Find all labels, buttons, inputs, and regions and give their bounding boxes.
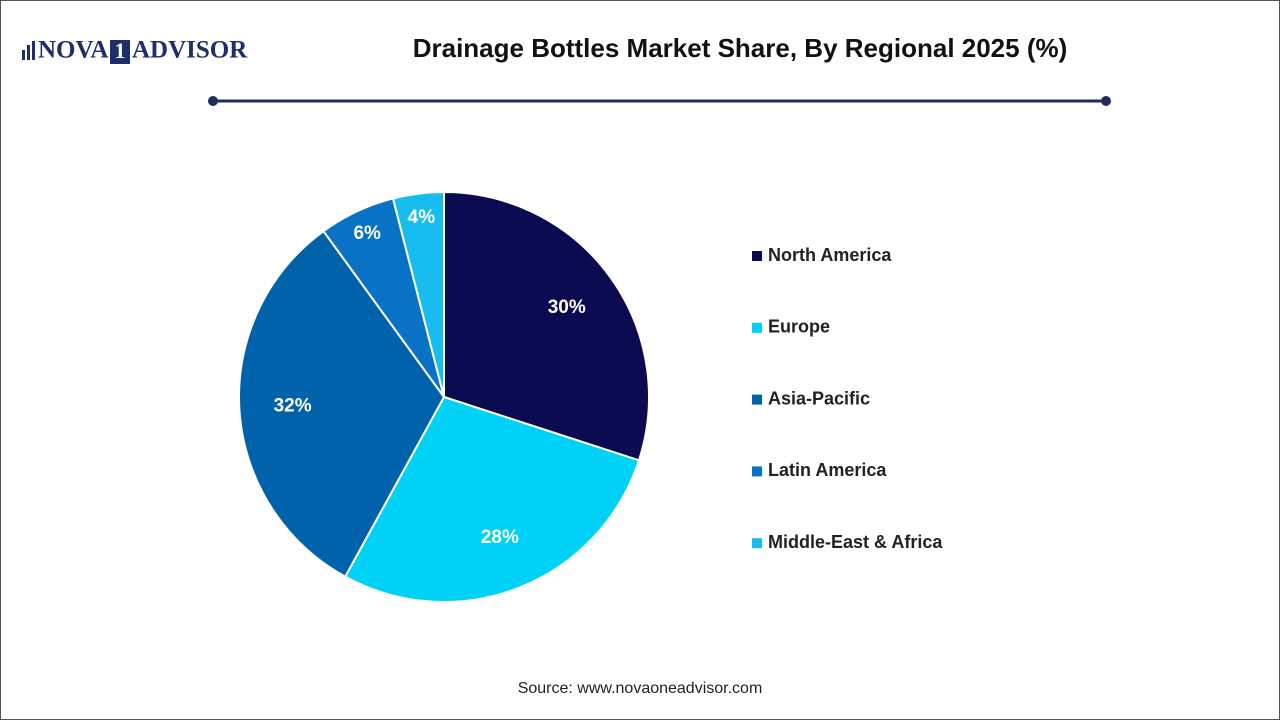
title-rule-dot: [1101, 96, 1111, 106]
logo-text: 1: [115, 38, 126, 63]
logo-icon: [32, 41, 35, 60]
legend-label: Middle-East & Africa: [768, 532, 943, 552]
legend-label: North America: [768, 245, 892, 265]
logo: NOVA 1 ADVISOR: [22, 37, 248, 64]
pie-slice: [238, 229, 446, 579]
data-label: 30%: [548, 297, 586, 318]
data-label: 28%: [481, 527, 519, 548]
data-label: 6%: [353, 223, 381, 244]
legend-label: Europe: [768, 317, 830, 337]
data-label: 32%: [274, 396, 312, 417]
logo-icon: [27, 45, 30, 60]
legend-swatch: [752, 538, 762, 549]
logo-text: NOVA: [38, 37, 108, 64]
legend-swatch: [752, 394, 762, 405]
legend-label: Latin America: [768, 460, 887, 480]
pie-slice: [391, 190, 445, 398]
source: Source: www.novaoneadvisor.com: [518, 680, 763, 697]
title-rule-dot: [208, 96, 218, 106]
legend-label: Asia-Pacific: [768, 388, 870, 408]
logo-box: [110, 40, 130, 64]
data-label: 4%: [408, 207, 436, 228]
logo-icon: [22, 50, 25, 60]
logo-text: ADVISOR: [132, 37, 248, 64]
legend-swatch: [752, 251, 762, 261]
legend-swatch: [752, 322, 762, 333]
legend-swatch: [752, 466, 762, 477]
chart-title: Drainage Bottles Market Share, By Region…: [413, 33, 1068, 63]
pie-slice: [343, 395, 641, 603]
pie-slice: [443, 190, 650, 462]
